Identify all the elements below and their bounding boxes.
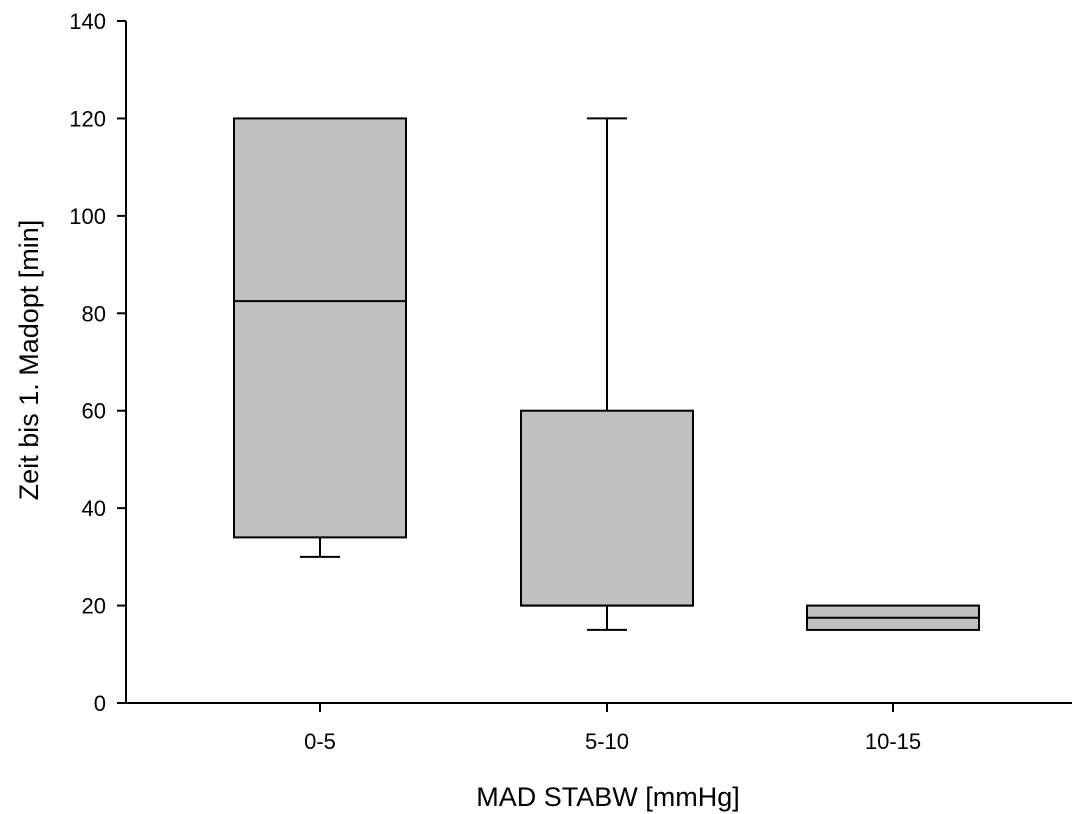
- y-tick-label: 140: [69, 9, 106, 34]
- box-iqr: [233, 117, 407, 539]
- y-tick-label: 120: [69, 106, 106, 131]
- y-tick-label: 20: [82, 594, 106, 619]
- plot-area: 0 20 40 60 80 100 120 140 0-5 5-10 10-15: [69, 9, 1072, 754]
- x-tick-label: 5-10: [585, 729, 629, 754]
- y-axis-title: Zeit bis 1. Madopt [min]: [14, 220, 44, 501]
- y-tick-label: 0: [94, 691, 106, 716]
- box-iqr: [520, 409, 694, 607]
- x-tick-label: 10-15: [865, 729, 921, 754]
- x-tick-label: 0-5: [304, 729, 336, 754]
- x-axis-title: MAD STABW [mmHg]: [476, 782, 740, 812]
- y-tick-label: 40: [82, 496, 106, 521]
- y-tick-label: 100: [69, 204, 106, 229]
- y-tick-label: 60: [82, 399, 106, 424]
- y-tick-label: 80: [82, 301, 106, 326]
